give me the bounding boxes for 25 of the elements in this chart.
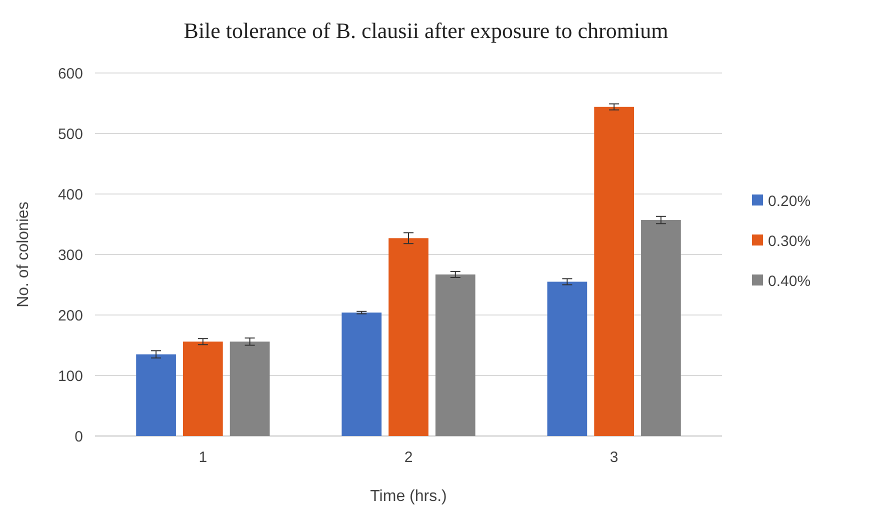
y-tick-label: 100 bbox=[58, 368, 83, 385]
bar bbox=[435, 274, 476, 436]
y-tick-label: 600 bbox=[58, 65, 83, 82]
bar bbox=[594, 106, 634, 436]
legend-label: 0.20% bbox=[768, 192, 811, 210]
bar bbox=[641, 220, 681, 436]
legend-label: 0.40% bbox=[768, 272, 811, 290]
legend-label: 0.30% bbox=[768, 232, 811, 250]
y-axis-title: No. of colonies bbox=[15, 202, 32, 308]
y-tick-label: 200 bbox=[58, 307, 83, 324]
x-tick-label: 1 bbox=[198, 449, 208, 466]
y-tick-label: 300 bbox=[58, 246, 83, 264]
bar bbox=[388, 238, 428, 436]
chart-title: Bile tolerance of B. clausii after exposure to chromium bbox=[184, 18, 668, 43]
x-axis-title: Time (hrs.) bbox=[370, 488, 447, 505]
bar bbox=[183, 342, 223, 436]
y-tick-label: 500 bbox=[58, 126, 83, 143]
bar bbox=[342, 312, 382, 436]
y-tick-label: 0 bbox=[74, 428, 83, 446]
x-tick-label: 3 bbox=[610, 449, 618, 466]
x-tick-label: 2 bbox=[404, 449, 413, 466]
y-tick-label: 400 bbox=[58, 186, 83, 204]
bar bbox=[230, 342, 270, 436]
bar bbox=[136, 354, 176, 436]
bar bbox=[547, 282, 588, 436]
